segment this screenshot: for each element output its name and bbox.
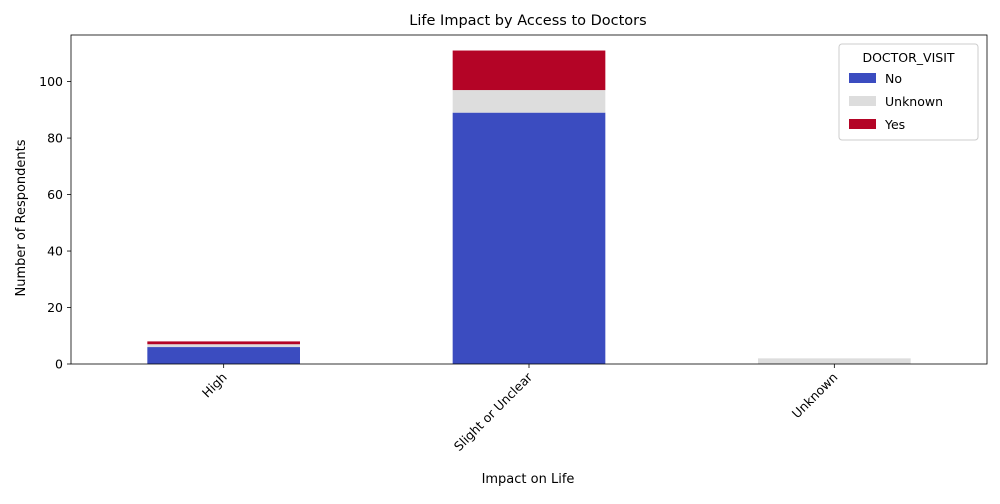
axes-frame bbox=[70, 34, 988, 365]
y-tick-label: 60 bbox=[47, 187, 63, 202]
y-tick-label: 0 bbox=[55, 357, 63, 372]
bar-segment bbox=[452, 50, 606, 91]
legend: DOCTOR_VISIT No Unknown Yes bbox=[838, 43, 979, 141]
chart-title: Life Impact by Access to Doctors bbox=[409, 13, 646, 29]
x-tick-label: High bbox=[199, 370, 230, 401]
y-tick-label: 80 bbox=[47, 131, 63, 146]
legend-entry-label: Yes bbox=[884, 117, 905, 132]
legend-swatch bbox=[849, 119, 876, 129]
legend-box bbox=[838, 43, 979, 141]
legend-entry-label: No bbox=[885, 71, 902, 86]
legend-entry-label: Unknown bbox=[885, 94, 943, 109]
bar-segment bbox=[147, 344, 300, 348]
y-tick-label: 100 bbox=[39, 74, 63, 89]
y-tick-label: 20 bbox=[47, 300, 63, 315]
bar-segment bbox=[452, 90, 606, 113]
y-axis-label: Number of Respondents bbox=[14, 139, 29, 296]
y-tick-label: 40 bbox=[47, 244, 63, 259]
bar-segment bbox=[147, 347, 300, 364]
legend-title: DOCTOR_VISIT bbox=[862, 50, 954, 65]
legend-swatch bbox=[849, 96, 876, 106]
x-tick-label: Unknown bbox=[789, 370, 841, 422]
x-tick-label: Slight or Unclear bbox=[451, 369, 536, 454]
x-axis-label: Impact on Life bbox=[482, 472, 575, 487]
bar-segment bbox=[452, 112, 606, 364]
bar-segment bbox=[758, 358, 911, 364]
legend-swatch bbox=[849, 73, 876, 83]
bar-segment bbox=[147, 341, 300, 345]
